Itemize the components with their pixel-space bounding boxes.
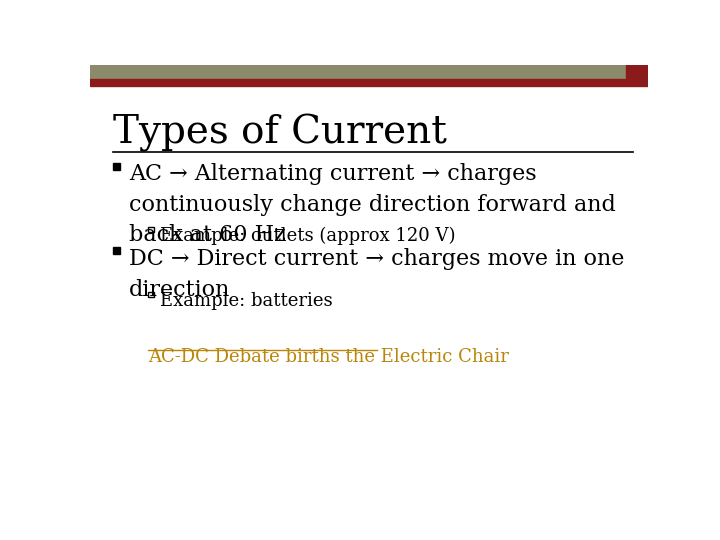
Text: Example: outlets (approx 120 V): Example: outlets (approx 120 V) — [160, 226, 455, 245]
Bar — [90, 65, 626, 79]
Bar — [626, 65, 648, 79]
Bar — [148, 292, 153, 298]
Bar — [148, 226, 153, 232]
Text: AC → Alternating current → charges
continuously change direction forward and
bac: AC → Alternating current → charges conti… — [129, 164, 616, 246]
Text: Types of Current: Types of Current — [113, 114, 447, 152]
Text: DC → Direct current → charges move in one
direction: DC → Direct current → charges move in on… — [129, 248, 624, 301]
Text: Example: batteries: Example: batteries — [160, 292, 333, 310]
Bar — [113, 247, 120, 254]
Bar — [90, 79, 648, 86]
Bar — [113, 163, 120, 170]
Text: AC-DC Debate births the Electric Chair: AC-DC Debate births the Electric Chair — [148, 348, 509, 366]
